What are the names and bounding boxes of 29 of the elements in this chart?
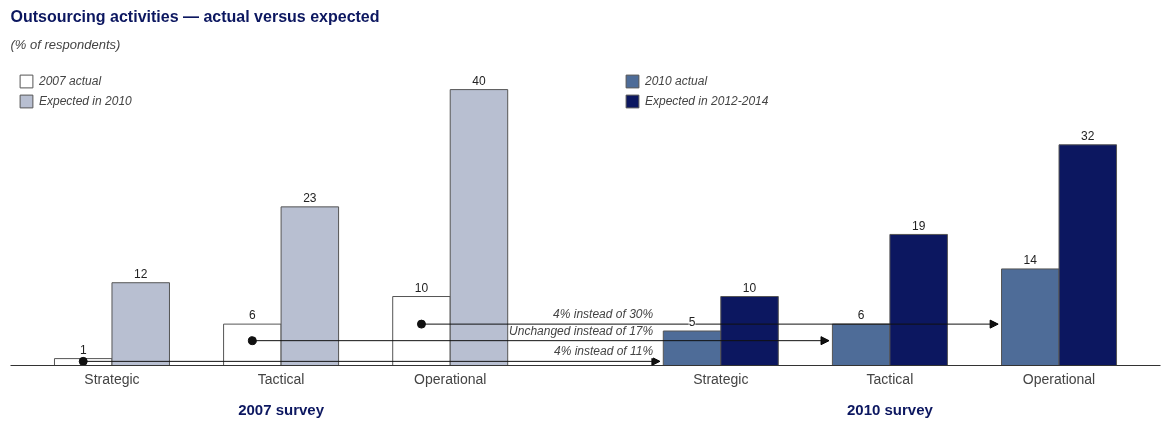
data-label: 6 [857,308,865,323]
legend-label: 2010 actual [645,74,708,88]
data-label: 14 [1023,253,1038,268]
data-label: 40 [472,73,486,88]
annotation: 4% instead of 30% [553,307,654,322]
data-label: 10 [742,280,757,295]
data-label: 12 [134,267,148,282]
data-label: 19 [911,218,926,233]
data-label: 32 [1081,129,1095,144]
text: 2010 survey [846,400,934,418]
chart-subtitle: (% of respondents) [10,36,121,52]
data-label: 1 [79,342,87,357]
x-tick-label: Strategic [84,370,140,387]
data-label: 5 [688,315,696,330]
x-tick-label: Strategic [693,370,749,387]
legend-label: 2007 actual [39,74,102,88]
legend-label: Expected in 2010 [39,94,132,108]
x-tick-label: Tactical [257,370,305,387]
data-label: 10 [414,280,429,295]
annotation: 4% instead of 11% [553,344,654,359]
x-tick-label: Tactical [866,370,914,387]
data-label: 23 [303,191,317,206]
legend-label: Expected in 2012-2014 [645,94,769,108]
chart-title: Outsourcing activities — actual versus expected [10,7,380,25]
data-label: 6 [249,308,256,323]
annotation: Unchanged instead of 17% [509,323,654,338]
x-tick-label: Operational [1022,370,1096,387]
text: 2007 survey [238,400,325,418]
x-tick-label: Operational [414,370,487,387]
